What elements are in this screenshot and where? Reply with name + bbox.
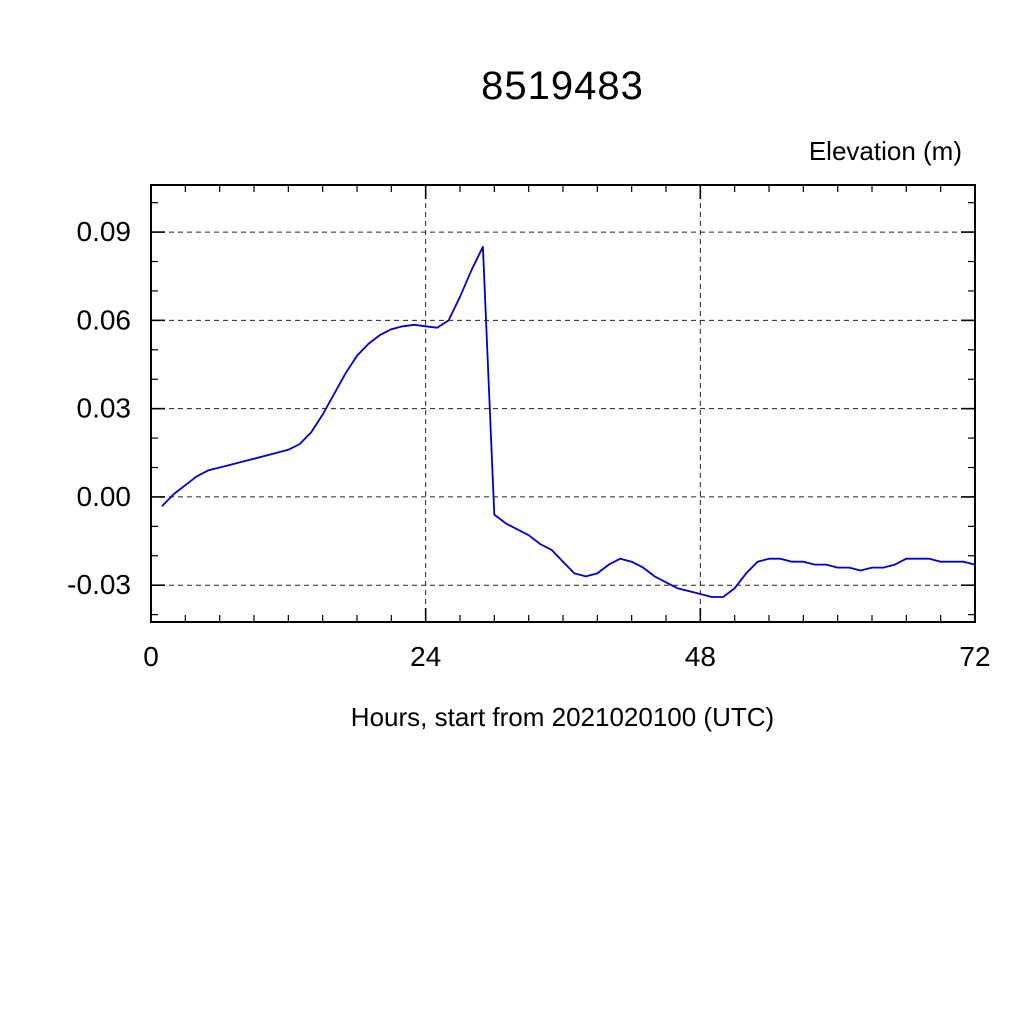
y-tick-label: 0.03 <box>77 393 132 424</box>
elevation-line <box>161 245 976 598</box>
x-axis-title: Hours, start from 2021020100 (UTC) <box>350 702 775 732</box>
chart-title: 8519483 <box>481 64 644 108</box>
y-axis-title: Elevation (m) <box>808 136 962 166</box>
x-tick-label: 72 <box>959 641 990 672</box>
y-tick-label: 0.06 <box>77 304 132 335</box>
plot-area: 0 24 48 72 0.09 0.06 0.03 0.00 -0.03 <box>67 184 991 672</box>
x-tick-label: 48 <box>685 641 716 672</box>
x-tick-label: 0 <box>143 641 159 672</box>
y-tick-label: 0.09 <box>77 216 132 247</box>
plot-border <box>150 184 976 623</box>
x-tick-label: 24 <box>410 641 441 672</box>
y-tick-label: -0.03 <box>67 569 131 600</box>
y-tick-label: 0.00 <box>77 481 132 512</box>
